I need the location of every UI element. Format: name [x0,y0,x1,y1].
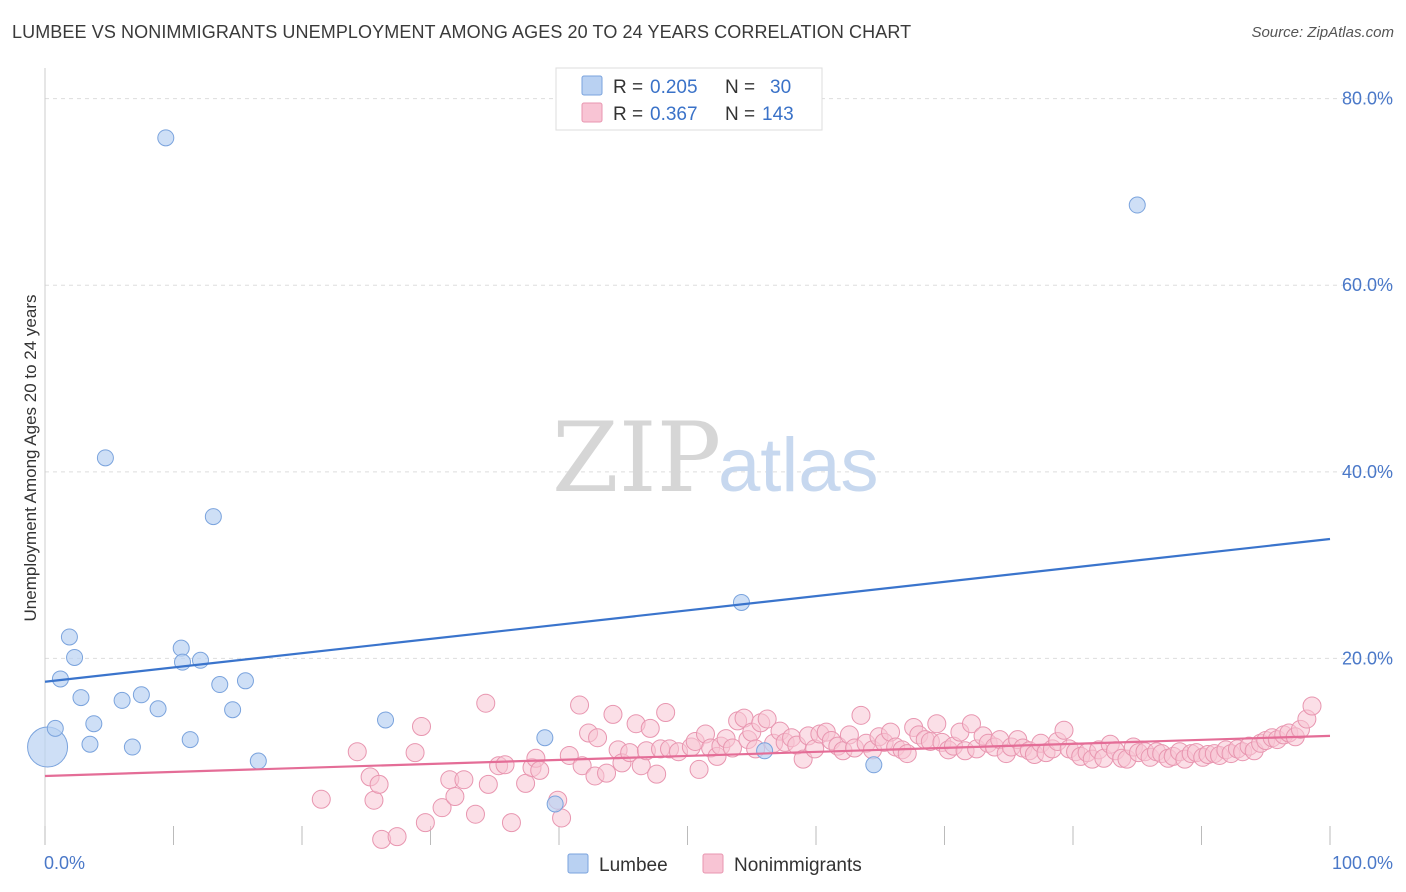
nonimmigrants-point-96 [961,714,981,734]
nonimmigrants-point-54 [722,738,742,758]
nonimmigrants-point-28 [572,756,592,776]
nonimmigrants-trendline [44,734,1331,778]
legend-r-value-1: 0.205 [650,77,698,98]
legend-r-label-2: R = [613,104,643,125]
nonimmigrants-point-41 [647,764,667,784]
nonimmigrants-point-33 [603,704,623,724]
nonimmigrants-point-20 [516,773,536,793]
lumbee-point-29 [1128,196,1146,214]
bottom-legend-label-lumbee: Lumbee [599,855,668,876]
nonimmigrants-point-15 [476,693,496,713]
nonimmigrants-point-23 [530,760,550,780]
y-tick-label-2: 60.0% [1342,275,1393,295]
lumbee-point-22 [249,752,267,770]
nonimmigrants-point-112 [1054,720,1074,740]
lumbee-point-27 [756,742,774,760]
bottom-legend-label-nonimmigrants: Nonimmigrants [734,855,862,876]
nonimmigrants-point-31 [588,728,608,748]
legend-box: R = 0.205 N = 30 R = 0.367 N = 143 [555,67,823,131]
legend-n-value-1: 30 [770,77,791,98]
nonimmigrants-point-12 [445,786,465,806]
lumbee-point-8 [96,449,114,467]
series-lumbee [27,129,1146,813]
nonimmigrants-point-1 [347,742,367,762]
lumbee-point-12 [149,700,167,718]
nonimmigrants-point-8 [412,717,432,737]
source-label: Source: ZipAtlas.com [1251,24,1394,41]
trendlines [44,537,1331,778]
x-tick-label-1: 100.0% [1332,853,1393,873]
lumbee-point-6 [81,735,99,753]
legend-swatch-lumbee [581,75,603,96]
lumbee-point-23 [377,711,395,729]
bottom-legend-swatch-lumbee [567,853,589,874]
nonimmigrants-point-85 [897,744,917,764]
nonimmigrants-point-7 [405,743,425,763]
watermark-atlas: atlas [718,423,879,508]
nonimmigrants-point-77 [851,705,871,725]
nonimmigrants-point-9 [415,813,435,833]
lumbee-trendline [44,537,1331,683]
legend-swatch-nonimmigrants [581,102,603,123]
nonimmigrants-point-14 [465,804,485,824]
series-nonimmigrants [311,693,1322,849]
nonimmigrants-point-0 [311,789,331,809]
legend-n-label-1: N = [725,77,755,98]
lumbee-point-3 [60,628,78,646]
lumbee-point-10 [123,738,141,756]
lumbee-point-26 [732,593,750,611]
legend-r-value-2: 0.367 [650,104,698,125]
gridlines [45,98,1392,659]
x-tick-label-0: 0.0% [44,853,85,873]
watermark: ZIP atlas [552,402,879,514]
axes [44,68,1331,845]
y-tick-label-0: 20.0% [1342,648,1393,668]
lumbee-point-28 [865,756,883,774]
y-tick-label-3: 80.0% [1342,89,1393,109]
legend-n-label-2: N = [725,104,755,125]
legend-r-label-1: R = [613,77,643,98]
chart-title: LUMBEE VS NONIMMIGRANTS UNEMPLOYMENT AMO… [12,22,912,42]
nonimmigrants-point-27 [570,695,590,715]
nonimmigrants-point-19 [501,813,521,833]
nonimmigrants-point-5 [372,829,392,849]
nonimmigrants-point-10 [432,798,452,818]
nonimmigrants-point-43 [656,703,676,723]
lumbee-point-18 [204,508,222,526]
lumbee-point-1 [46,719,64,737]
lumbee-point-7 [85,715,103,733]
bottom-legend-swatch-nonimmigrants [702,853,724,874]
nonimmigrants-point-16 [478,774,498,794]
lumbee-point-16 [181,731,199,749]
x-tick-labels: 0.0% 100.0% [44,853,1393,873]
nonimmigrants-point-48 [689,759,709,779]
legend-n-value-2: 143 [762,104,794,125]
nonimmigrants-point-3 [364,790,384,810]
lumbee-point-13 [157,129,175,147]
nonimmigrants-point-61 [757,709,777,729]
lumbee-point-5 [72,689,90,707]
nonimmigrants-point-40 [640,718,660,738]
lumbee-point-9 [113,691,131,709]
nonimmigrants-point-13 [454,770,474,790]
nonimmigrants-point-32 [597,763,617,783]
y-axis-label: Unemployment Among Ages 20 to 24 years [21,295,40,622]
nonimmigrants-point-4 [369,774,389,794]
lumbee-point-11 [132,686,150,704]
lumbee-point-25 [546,795,564,813]
bottom-legend: Lumbee Nonimmigrants [567,853,862,876]
lumbee-point-21 [236,672,254,690]
nonimmigrants-point-6 [387,827,407,847]
y-tick-labels: 20.0% 40.0% 60.0% 80.0% [1342,89,1393,669]
nonimmigrants-point-155 [1302,696,1322,716]
nonimmigrants-point-18 [495,755,515,775]
lumbee-point-19 [211,676,229,694]
watermark-zip: ZIP [552,402,721,514]
nonimmigrants-point-90 [927,714,947,734]
lumbee-point-20 [224,701,242,719]
lumbee-point-4 [66,648,84,666]
lumbee-point-24 [536,729,554,747]
y-tick-label-1: 40.0% [1342,462,1393,482]
